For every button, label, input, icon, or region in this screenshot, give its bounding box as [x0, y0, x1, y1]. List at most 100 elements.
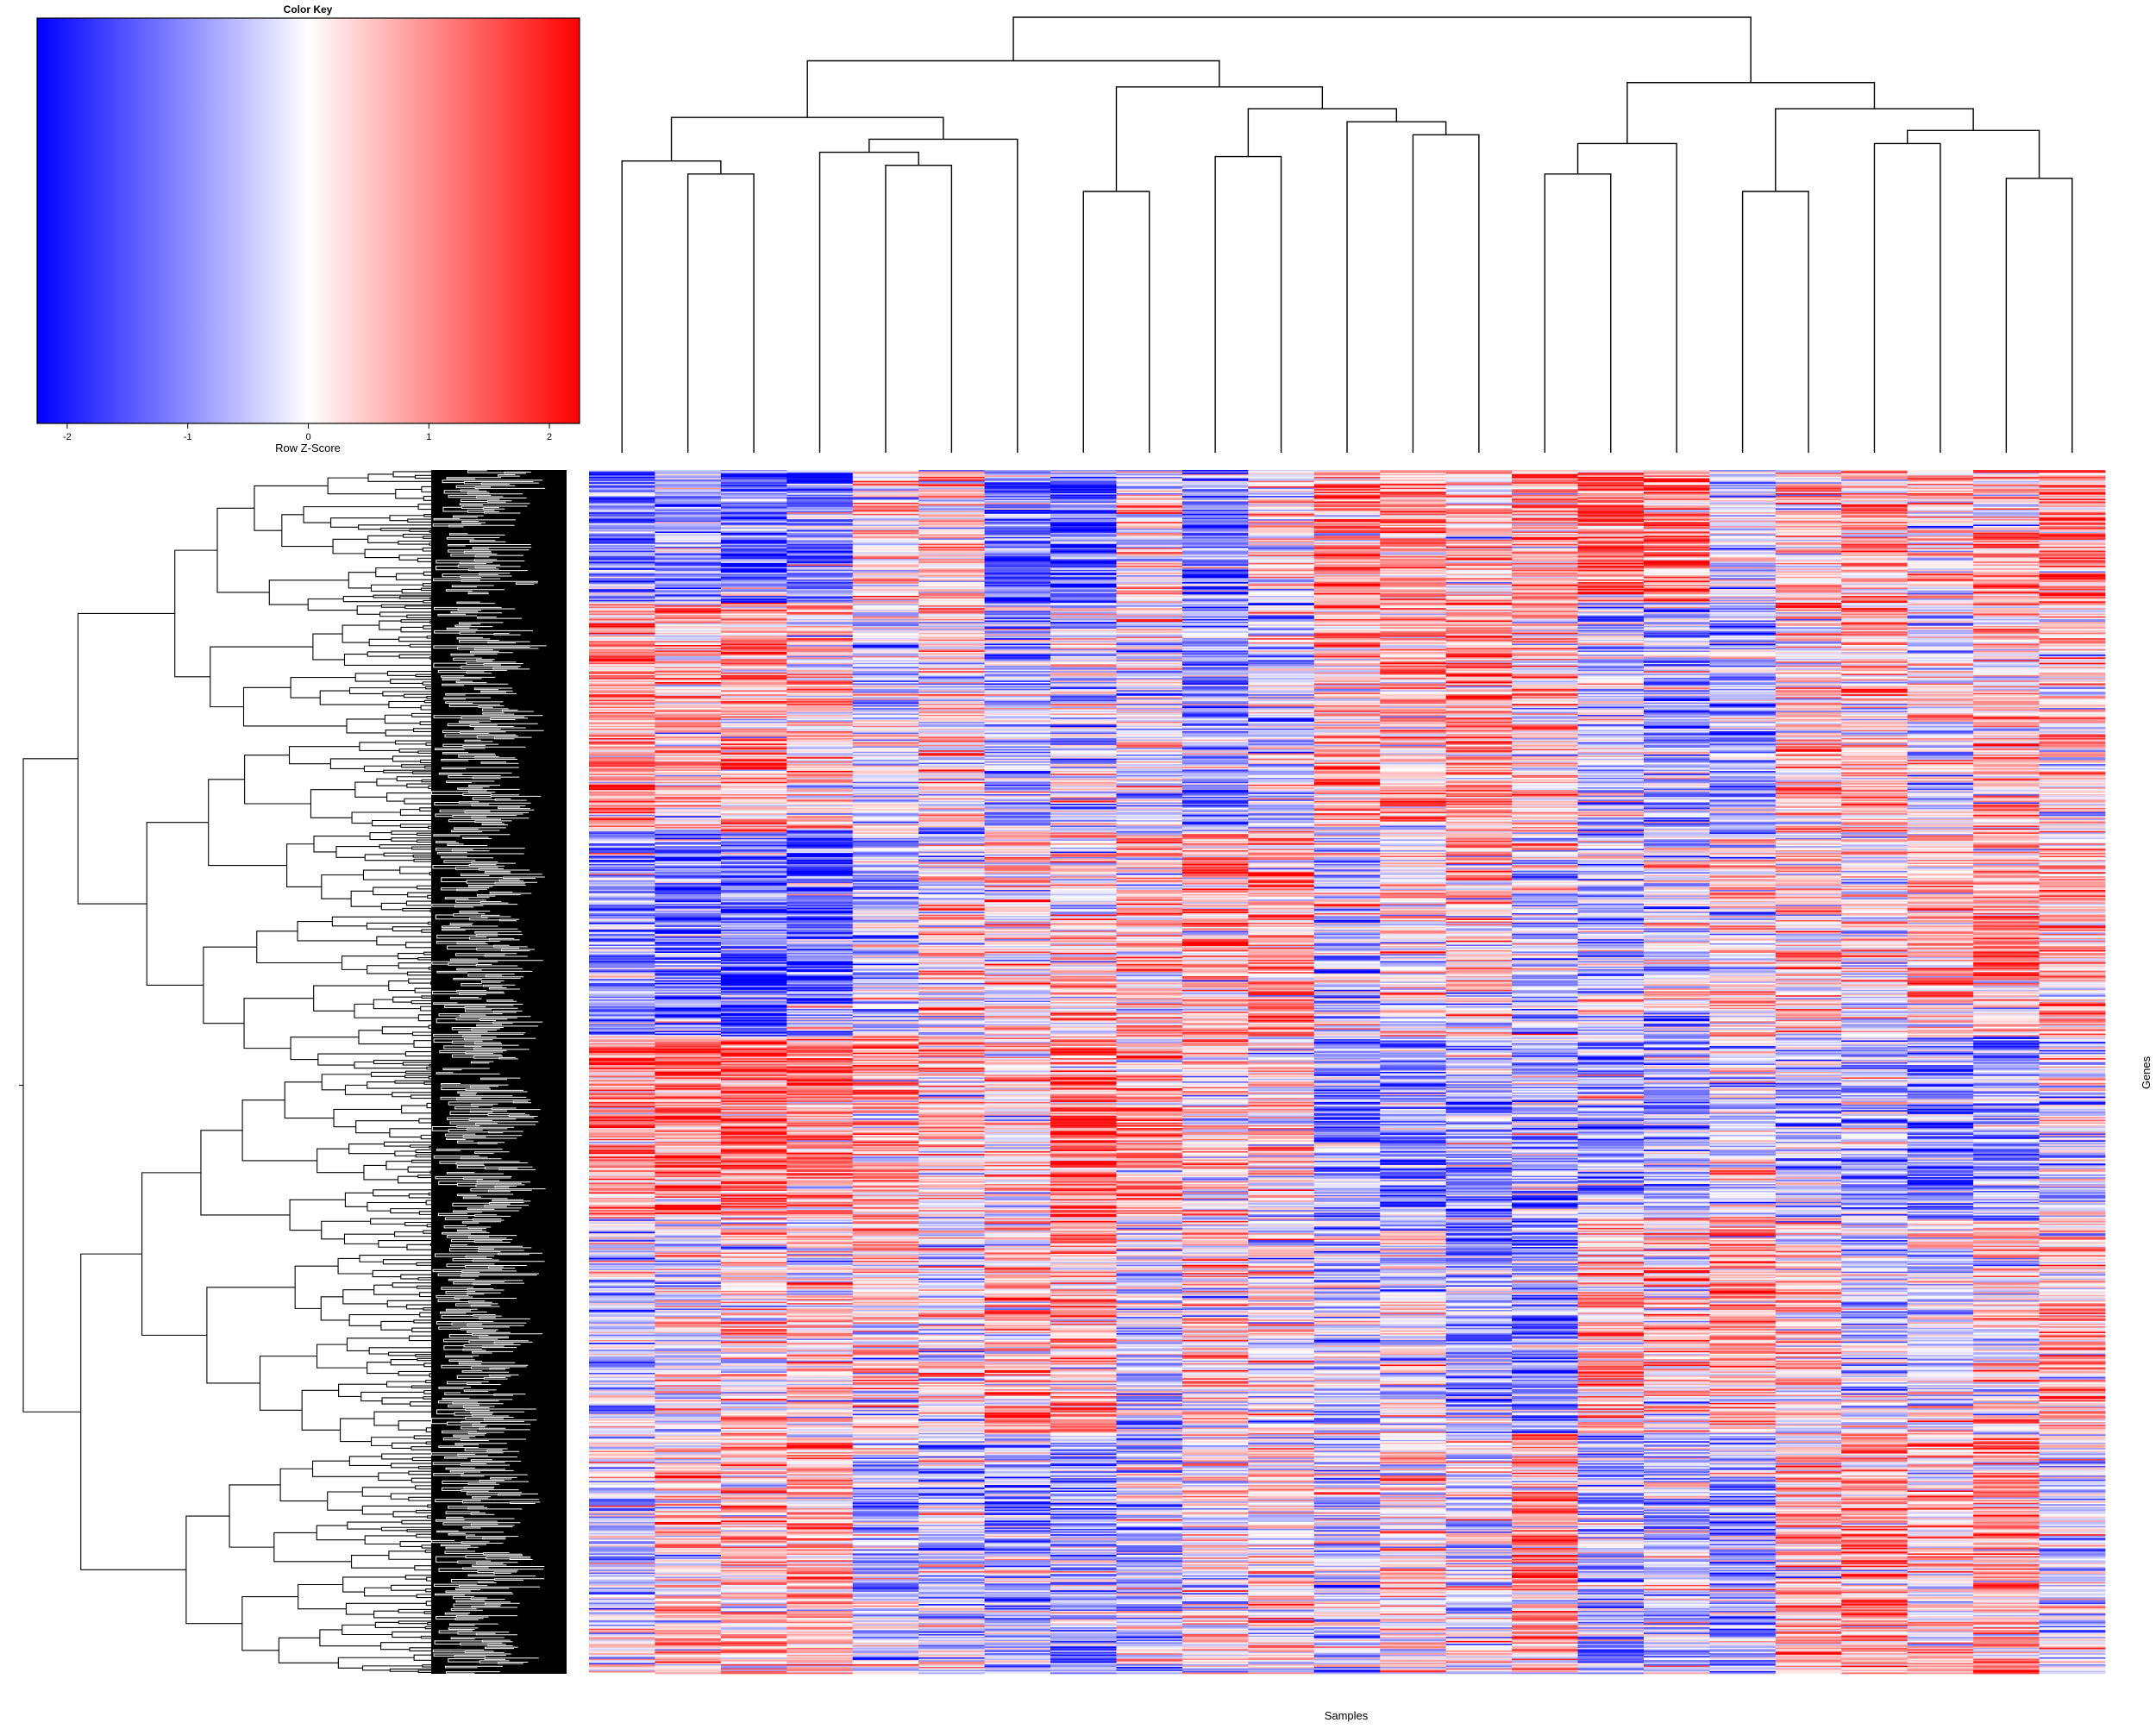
row-dendrogram-link — [328, 478, 396, 494]
row-dendrogram-link — [334, 1109, 402, 1126]
heatmap-column — [589, 470, 655, 1674]
row-dendrogram-link — [347, 719, 385, 733]
column-dendrogram-link — [1627, 83, 1875, 144]
row-dendrogram-link — [342, 1625, 392, 1634]
column-dendrogram-link — [886, 166, 951, 453]
row-dendrogram-link — [322, 1221, 371, 1239]
row-dendrogram-link — [367, 1202, 426, 1211]
row-dendrogram-link — [245, 755, 311, 804]
column-dendrogram-link — [1013, 17, 1751, 83]
column-dendrogram-link — [1347, 122, 1446, 453]
row-dendrogram-link — [379, 621, 401, 630]
row-dendrogram-link — [310, 790, 354, 818]
row-dendrogram-link — [269, 580, 348, 605]
column-dendrogram-link — [1215, 157, 1281, 453]
row-dendrogram-link — [373, 887, 417, 895]
column-dendrogram — [622, 17, 2072, 453]
row-dendrogram-link — [229, 1485, 280, 1547]
row-dendrogram-link — [338, 1657, 414, 1668]
row-dendrogram-link — [354, 1004, 418, 1018]
row-dendrogram-link — [302, 1390, 340, 1430]
column-dendrogram-link — [820, 153, 919, 453]
color-key-gradient — [37, 18, 580, 423]
row-dendrogram-link — [377, 779, 407, 786]
column-dendrogram-link — [1578, 143, 1677, 453]
row-dendrogram-link — [244, 687, 348, 726]
row-dendrogram-link — [342, 625, 379, 642]
row-dendrogram-link — [392, 1585, 435, 1590]
row-dendrogram-link — [332, 917, 436, 926]
row-dendrogram-link — [274, 1532, 352, 1561]
row-dendrogram-link — [254, 485, 328, 530]
row-dendrogram-link — [78, 613, 174, 904]
row-dendrogram-link — [390, 1129, 432, 1137]
color-key-tick-label: -2 — [63, 432, 72, 442]
column-dendrogram-link — [1413, 135, 1478, 453]
row-dendrogram-link — [330, 759, 392, 769]
row-dendrogram-link — [344, 1234, 394, 1244]
column-dendrogram-link — [869, 139, 1018, 453]
row-dendrogram-link — [244, 999, 314, 1049]
row-dendrogram-link — [400, 810, 435, 816]
row-dendrogram-link — [201, 1131, 290, 1215]
row-dendrogram-link — [400, 867, 433, 874]
row-dendrogram-link — [320, 691, 389, 705]
row-dendrogram-link — [351, 891, 381, 906]
row-dendrogram-link — [260, 1356, 317, 1411]
row-dendrogram-link — [344, 655, 433, 666]
row-dendrogram-link — [365, 1588, 417, 1596]
color-key-tick-label: 2 — [547, 432, 552, 442]
heatmap-column — [787, 470, 853, 1674]
row-dendrogram-link — [314, 986, 389, 1011]
row-dendrogram-link — [384, 853, 437, 856]
row-dendrogram-link — [331, 518, 390, 528]
row-dendrogram-link — [389, 701, 424, 707]
row-dendrogram-link — [321, 1297, 349, 1320]
row-dendrogram-link — [370, 833, 392, 840]
row-dendrogram-link — [374, 1285, 420, 1294]
row-dendrogram-link — [398, 963, 432, 968]
row-dendrogram-link — [207, 1287, 295, 1383]
row-dendrogram-link — [339, 1384, 387, 1396]
row-dendrogram-link — [320, 1630, 381, 1646]
row-dendrogram-link — [336, 847, 379, 858]
row-dendrogram-link — [333, 539, 368, 554]
row-dendrogram-link — [291, 1037, 359, 1060]
row-dendrogram-link — [372, 1438, 415, 1446]
row-dendrogram-link — [186, 1516, 242, 1624]
row-dendrogram-link — [371, 585, 423, 591]
row-dendrogram-link — [343, 1577, 406, 1592]
row-dendrogram-link — [359, 1031, 414, 1044]
row-dendrogram-link — [343, 1290, 387, 1304]
row-dendrogram-link — [387, 793, 432, 802]
row-dendrogram-link — [204, 947, 257, 1024]
row-dendrogram-link — [242, 1597, 298, 1651]
row-dendrogram-link — [362, 1488, 415, 1496]
row-dendrogram-link — [377, 937, 437, 945]
row-dendrogram-link — [367, 1363, 398, 1374]
color-key-title: Color Key — [284, 3, 333, 16]
row-dendrogram-link — [355, 782, 387, 797]
row-dendrogram-link — [357, 606, 381, 615]
row-dendrogram-link — [374, 1611, 436, 1618]
row-dendrogram-link — [364, 1165, 398, 1180]
row-dendrogram-link — [317, 1149, 364, 1173]
row-dendrogram-link — [142, 1173, 207, 1336]
row-dendrogram-link — [363, 1666, 423, 1670]
row-dendrogram-link — [322, 1074, 371, 1090]
row-dendrogram-link — [290, 747, 360, 764]
row-dendrogram-link — [399, 749, 435, 753]
row-dendrogram-link — [314, 836, 370, 852]
row-dendrogram-link — [373, 1270, 433, 1276]
row-dendrogram-link — [347, 1338, 409, 1351]
row-dendrogram-link — [382, 1027, 429, 1034]
row-dendrogram-link — [290, 1200, 345, 1230]
row-dendrogram-link — [361, 1392, 424, 1400]
row-dendrogram-link — [365, 1536, 417, 1544]
row-dendrogram-link — [313, 634, 345, 660]
row-dendrogram-link — [396, 489, 424, 498]
row-dendrogram-link — [381, 1643, 435, 1650]
row-dendrogram-link — [390, 516, 424, 521]
row-dendrogram-link — [387, 1300, 438, 1306]
